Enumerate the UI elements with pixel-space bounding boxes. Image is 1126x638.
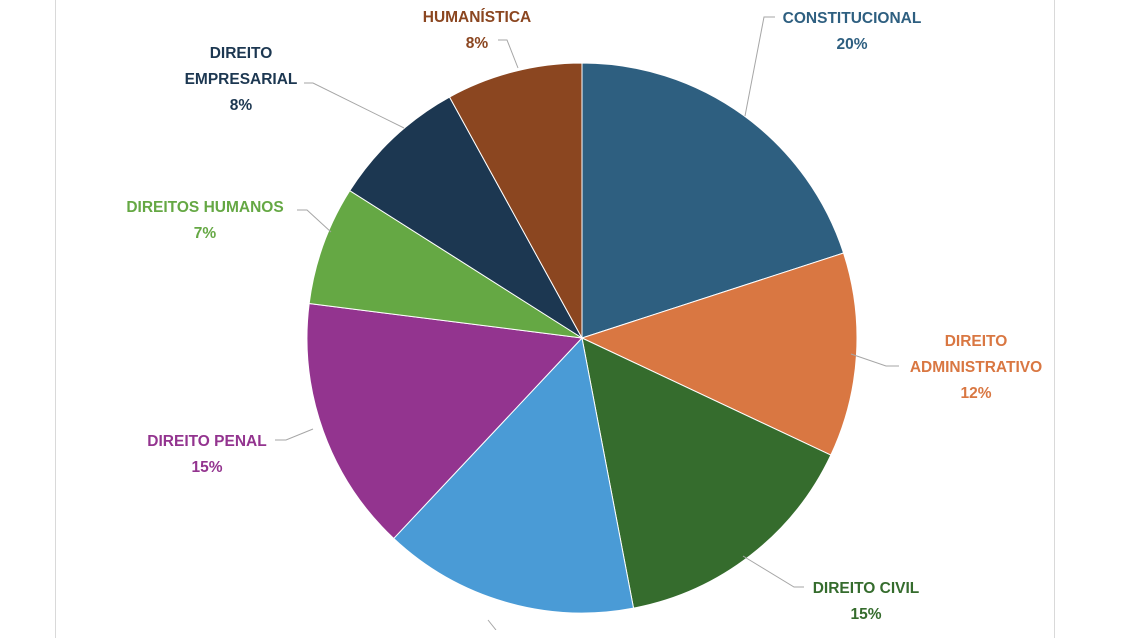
leader-line-2 xyxy=(742,555,804,588)
chart-frame xyxy=(55,0,1055,638)
slice-percent-label-6: 8% xyxy=(230,97,253,114)
leader-line-7 xyxy=(498,39,519,69)
slice-category-label-1: DIREITO xyxy=(945,333,1008,350)
leader-line-3 xyxy=(487,619,497,630)
slice-category-label-4: DIREITO PENAL xyxy=(147,433,266,450)
leader-line-0 xyxy=(744,16,775,117)
slice-category-label-6: EMPRESARIAL xyxy=(185,71,298,88)
pie-slice-3 xyxy=(393,336,635,614)
slice-percent-label-5: 7% xyxy=(194,225,217,242)
pie-slice-7 xyxy=(448,62,583,339)
data-labels: CONSTITUCIONAL 20% DIREITO ADMINISTRATIVO 12… xyxy=(126,9,1042,623)
slice-category-label-5: DIREITOS HUMANOS xyxy=(126,199,283,216)
pie-slices xyxy=(306,62,858,614)
pie-slice-6 xyxy=(349,96,583,339)
leader-lines xyxy=(275,16,899,630)
slice-percent-label-0: 20% xyxy=(836,36,867,53)
leader-line-5 xyxy=(297,209,332,233)
pie-slice-4 xyxy=(306,302,584,540)
slice-percent-label-1: 12% xyxy=(960,385,991,402)
slice-percent-label-7: 8% xyxy=(466,35,489,52)
pie-slice-2 xyxy=(581,337,832,609)
leader-line-1 xyxy=(850,353,899,367)
slice-category-label-2: DIREITO CIVIL xyxy=(813,580,920,597)
slice-percent-label-2: 15% xyxy=(850,606,881,623)
slice-category-label-1: ADMINISTRATIVO xyxy=(910,359,1042,376)
slice-category-label-6: DIREITO xyxy=(210,45,273,62)
slice-category-label-0: CONSTITUCIONAL xyxy=(783,10,922,27)
pie-slice-0 xyxy=(581,62,845,339)
slice-percent-label-4: 15% xyxy=(191,459,222,476)
pie-slice-1 xyxy=(580,252,858,456)
leader-line-6 xyxy=(304,82,405,129)
leader-line-4 xyxy=(275,428,314,441)
pie-slice-5 xyxy=(308,189,583,339)
slice-category-label-7: HUMANÍSTICA xyxy=(423,9,532,26)
